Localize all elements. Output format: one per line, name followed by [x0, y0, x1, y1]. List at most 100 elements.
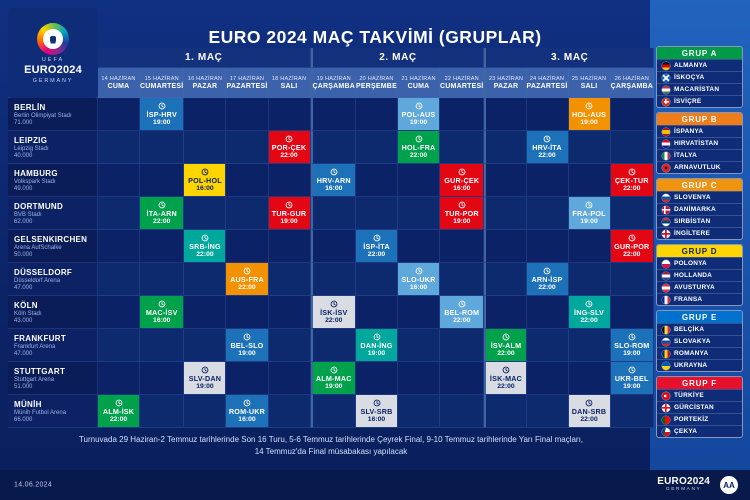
date-weekday: PAZAR	[192, 82, 218, 90]
flag-icon	[662, 427, 670, 436]
match-slot	[355, 263, 399, 296]
match-slot	[310, 263, 356, 296]
match-slot	[484, 395, 527, 428]
group-team-row: SLOVAKYA	[657, 335, 742, 347]
venue-city: HAMBURG	[14, 168, 58, 178]
footer-brands: EURO2024 GERMANY AA	[657, 476, 738, 494]
clock-icon	[628, 234, 636, 242]
match-slot: SLO-ROM 19:00	[610, 329, 654, 362]
match-time: 22:00	[153, 217, 171, 225]
match-slot: POR-ÇEK 22:00	[268, 131, 311, 164]
match-slot	[226, 296, 269, 329]
group-team-row: ÇEKYA	[657, 425, 742, 437]
match-slot: DAN-İNG 19:00	[355, 329, 399, 362]
clock-icon	[243, 267, 251, 275]
emblem-center	[43, 28, 63, 49]
match-slot: ALM-İSK 22:00	[98, 395, 141, 428]
match-slot	[98, 329, 141, 362]
group-team-row: İSVİÇRE	[657, 95, 742, 107]
match-slot	[526, 164, 569, 197]
clock-icon	[458, 168, 466, 176]
match-cell: HOL-AUS 19:00	[568, 98, 610, 130]
match-slot: İTA-ARN 22:00	[140, 197, 185, 230]
group-box-e: GRUP E BELÇİKA SLOVAKYA ROMANYA UKRAYNA	[656, 310, 743, 372]
venue-stadium: Stuttgart Arena	[14, 376, 55, 383]
team-name: HIRVATİSTAN	[674, 140, 719, 147]
logo-germany-text: GERMANY	[32, 77, 74, 84]
match-cell: İSP-HRV 19:00	[140, 98, 184, 130]
match-cell: SRB-İNG 22:00	[184, 230, 226, 262]
team-name: BELÇİKA	[674, 326, 705, 333]
match-slot	[226, 164, 269, 197]
group-team-row: MACARİSTAN	[657, 83, 742, 95]
clock-icon	[201, 366, 209, 374]
venue-capacity: 51.000	[14, 383, 33, 390]
date-day: 23 HAZİRAN	[488, 75, 524, 82]
flag-icon	[662, 127, 670, 136]
match-time: 19:00	[409, 118, 428, 126]
date-day: 14 HAZİRAN	[101, 75, 136, 82]
team-name: İTALYA	[674, 152, 697, 159]
match-time: 22:00	[538, 283, 556, 291]
flag-icon	[662, 139, 670, 148]
match-cell: AUS-FRA 22:00	[226, 263, 268, 295]
date-weekday: CUMARTESİ	[140, 82, 184, 90]
footer-bar: 14.06.2024 EURO2024 GERMANY AA	[0, 470, 750, 500]
group-box-c: GRUP C SLOVENYA DANİMARKA SIRBİSTAN İNGİLTER…	[656, 178, 743, 240]
match-slot: HRV-İTA 22:00	[526, 131, 569, 164]
date-header: 14 HAZİRAN CUMA	[98, 68, 141, 98]
venue-stadium: BVB Stadı	[14, 211, 42, 218]
match-slot	[526, 329, 569, 362]
date-header: 25 HAZİRAN SALI	[568, 68, 611, 98]
match-cell: SLO-ROM 19:00	[610, 329, 653, 361]
match-teams: ÇEK-TUR	[614, 175, 649, 185]
match-cell: İSK-İSV 22:00	[312, 296, 355, 328]
venue-capacity: 66.000	[14, 416, 33, 423]
match-teams: SRB-İNG	[189, 241, 221, 251]
footer-euro-text: EURO2024	[657, 476, 710, 488]
match-slot	[398, 164, 441, 197]
match-slot: ALM-MAC 19:00	[310, 362, 356, 395]
date-weekday: SALI	[580, 82, 598, 90]
match-teams: İSP-HRV	[146, 109, 177, 119]
match-slot: GUR-POR 22:00	[610, 230, 654, 263]
match-teams: MAC-İSV	[145, 307, 178, 317]
flag-icon	[662, 361, 670, 370]
match-teams: HRV-İTA	[532, 142, 562, 152]
match-slot: TUR-GUR 19:00	[268, 197, 311, 230]
match-cell: İSK-MAC 22:00	[486, 362, 526, 394]
match-time: 16:00	[196, 184, 214, 192]
date-header: 22 HAZİRAN CUMARTESİ	[440, 68, 485, 98]
match-time: 22:00	[538, 151, 556, 159]
match-time: 19:00	[623, 349, 641, 357]
match-slot	[526, 362, 569, 395]
team-name: İSKOÇYA	[674, 74, 705, 81]
match-teams: UKR-BEL	[614, 373, 649, 383]
match-time: 22:00	[238, 283, 256, 291]
match-slot	[610, 197, 654, 230]
date-weekday: ÇARŞAMBA	[610, 82, 653, 90]
match-slot	[398, 329, 441, 362]
match-slot	[310, 98, 356, 131]
flag-icon	[662, 391, 670, 400]
venue-stadium: Münih Futbol Arena	[14, 409, 67, 416]
match-time: 22:00	[580, 316, 598, 324]
match-time: 22:00	[325, 316, 343, 324]
match-cell: SLO-UKR 16:00	[398, 263, 440, 295]
match-time: 19:00	[453, 217, 471, 225]
match-slot	[268, 230, 311, 263]
match-slot	[568, 131, 611, 164]
match-slot	[310, 197, 356, 230]
group-box-d: GRUP D POLONYA HOLLANDA AVUSTURYA FRANSA	[656, 244, 743, 306]
match-slot	[568, 263, 611, 296]
euro2024-logo: UEFA EURO2024 GERMANY	[8, 8, 98, 98]
group-team-row: SIRBİSTAN	[657, 215, 742, 227]
group-team-row: FRANSA	[657, 293, 742, 305]
clock-icon	[373, 234, 380, 242]
venue-capacity: 43.000	[14, 317, 33, 324]
match-slot	[310, 329, 356, 362]
match-teams: ALM-İSK	[102, 406, 135, 416]
anadolu-agency-logo: AA	[720, 476, 738, 494]
date-header: 15 HAZİRAN CUMARTESİ	[140, 68, 185, 98]
